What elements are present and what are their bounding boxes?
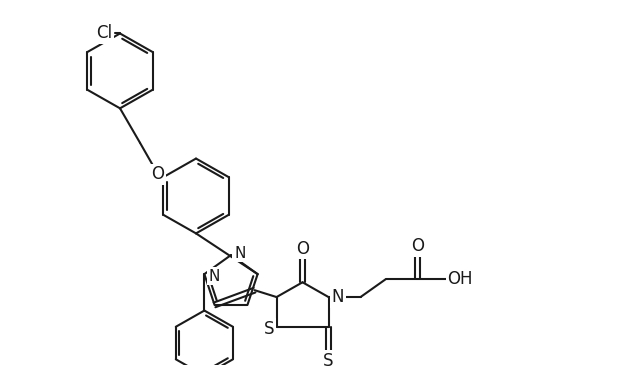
Text: O: O — [411, 237, 424, 255]
Text: O: O — [152, 165, 164, 183]
Text: N: N — [234, 246, 245, 260]
Text: N: N — [332, 288, 344, 306]
Text: Cl: Cl — [96, 24, 112, 43]
Text: S: S — [264, 319, 275, 338]
Text: S: S — [323, 352, 334, 370]
Text: O: O — [296, 240, 309, 258]
Text: OH: OH — [447, 270, 473, 288]
Text: N: N — [209, 269, 220, 283]
